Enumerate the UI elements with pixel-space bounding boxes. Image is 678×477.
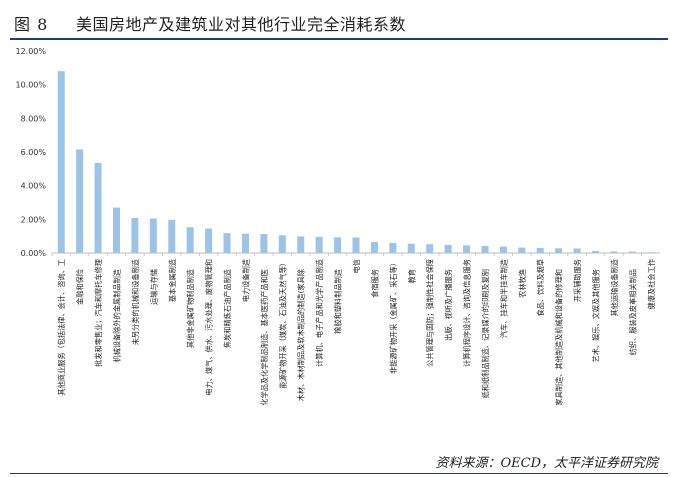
bar [278, 235, 286, 253]
bar [481, 245, 489, 253]
bar [168, 219, 176, 253]
x-tick-label: 化学品及化学制品制造、基本医药产品和医 [260, 269, 269, 406]
bar [352, 237, 360, 253]
bar [186, 227, 194, 253]
bar [334, 237, 342, 253]
footer-rule [10, 473, 668, 474]
x-tick-label: 其他运输设备制造 [610, 259, 619, 317]
bar [610, 251, 618, 253]
x-tick-label: 橡胶和塑料制品制造 [334, 269, 343, 334]
x-tick-label: 电力设备制造 [241, 259, 250, 302]
bar [131, 217, 139, 253]
x-tick-label: 公共管理与国防；强制性社会保障 [426, 259, 435, 367]
bar [370, 242, 378, 253]
x-tick-label: 未另分类的机械和设备制造 [131, 259, 140, 345]
x-tick-label: 机械设备除外的金属制品制造 [112, 269, 121, 362]
y-axis: 0.00% 2.00% 4.00% 6.00% 8.00% 10.00% 12.00% [15, 47, 660, 258]
x-tick-label: 农林牧渔 [518, 269, 527, 298]
x-tick-label: 基本金属制造 [168, 259, 177, 302]
x-tick-label: 教育 [407, 269, 416, 283]
figure-title: 美国房地产及建筑业对其他行业完全消耗系数 [76, 15, 407, 34]
x-tick-label: 开采辅助服务 [573, 259, 582, 302]
x-tick-label: 电力、煤气、供水、污水处理、废物管理和 [205, 259, 214, 396]
bar [241, 233, 249, 253]
bar [555, 248, 563, 253]
x-tick-label: 其他非金属矿物制品制造 [186, 269, 195, 348]
bar [57, 71, 65, 253]
figure-number: 图 8 [14, 15, 49, 34]
bar [149, 218, 157, 253]
y-tick-label: 10.00% [15, 81, 46, 90]
x-tick-label: 计算机、电子产品和光学产品制造 [315, 259, 324, 367]
bar-chart: 0.00% 2.00% 4.00% 6.00% 8.00% 10.00% 12.00% 其他… [15, 47, 660, 406]
y-tick-label: 6.00% [21, 148, 47, 157]
x-tick-label: 汽车、挂车和半挂车制造 [499, 259, 508, 338]
source-note: 资料来源：OECD，太平洋证券研究院 [435, 456, 658, 471]
x-tick-label: 金融和保险 [76, 268, 85, 305]
x-tick-label: 批发和零售业；汽车和摩托车修理 [94, 259, 103, 367]
y-tick-label: 4.00% [21, 182, 47, 191]
x-tick-label: 其他商业服务（包括法律、会计、咨询、工 [57, 259, 66, 396]
bar [76, 149, 84, 253]
x-labels-group: 其他商业服务（包括法律、会计、咨询、工 金融和保险 批发和零售业；汽车和摩托车修理机… [57, 259, 656, 406]
bar [499, 246, 507, 253]
bar [223, 233, 231, 253]
bar [205, 228, 213, 253]
bar [444, 244, 452, 253]
x-tick-label: 艺术、娱乐、文娱及其他服务 [592, 269, 601, 362]
bar [628, 251, 636, 253]
x-tick-label: 非能源矿物开采（金属矿、采石等） [389, 259, 398, 374]
y-tick-label: 12.00% [15, 47, 46, 56]
x-tick-label: 运输与存储 [149, 269, 158, 305]
x-tick-label: 出版、视听及广播服务 [444, 269, 453, 341]
x-tick-label: 木材、木材制品及软木制品的制造(家具除 [297, 269, 306, 401]
x-tick-label: 健康及社会工作 [647, 259, 656, 309]
bar [536, 247, 544, 253]
bar [573, 248, 581, 253]
bar [426, 244, 434, 253]
y-tick-label: 8.00% [21, 114, 47, 123]
x-tick-label: 能源矿物开采（煤炭、石油及天然气等） [278, 259, 287, 388]
bar [260, 233, 268, 253]
bar [518, 247, 526, 253]
bars-group [57, 71, 655, 253]
bar [297, 236, 305, 253]
bar [389, 242, 397, 253]
bar [463, 245, 471, 253]
bar [647, 252, 655, 253]
x-tick-label: 计算机程序设计、咨询及信息服务 [463, 259, 472, 367]
bar [315, 236, 323, 253]
x-tick-label: 家具制造、其他制造及机械和设备的修理和 [555, 269, 564, 406]
y-tick-label: 0.00% [21, 249, 47, 258]
x-tick-label: 焦炭和精炼石油产品制造 [223, 269, 232, 348]
x-tick-label: 纸和纸制品制造、记录媒介的印刷及复制 [481, 269, 490, 398]
figure-header: 图 8 美国房地产及建筑业对其他行业完全消耗系数 [0, 0, 678, 42]
x-tick-label: 电信 [352, 259, 361, 273]
x-tick-label: 纺织、服装及皮革相关制品 [628, 269, 637, 355]
x-tick-label: 食宿服务 [370, 269, 379, 298]
bar [94, 162, 102, 253]
x-tick-label: 食品、饮料及烟草 [536, 259, 545, 317]
y-tick-label: 2.00% [21, 215, 47, 224]
bar [592, 250, 600, 253]
header-rule [10, 38, 668, 40]
bar [112, 207, 120, 253]
bar [407, 243, 415, 253]
